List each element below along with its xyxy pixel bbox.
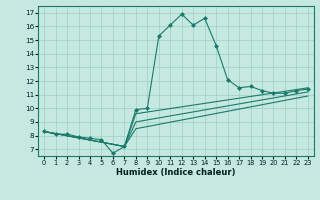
X-axis label: Humidex (Indice chaleur): Humidex (Indice chaleur) bbox=[116, 168, 236, 177]
